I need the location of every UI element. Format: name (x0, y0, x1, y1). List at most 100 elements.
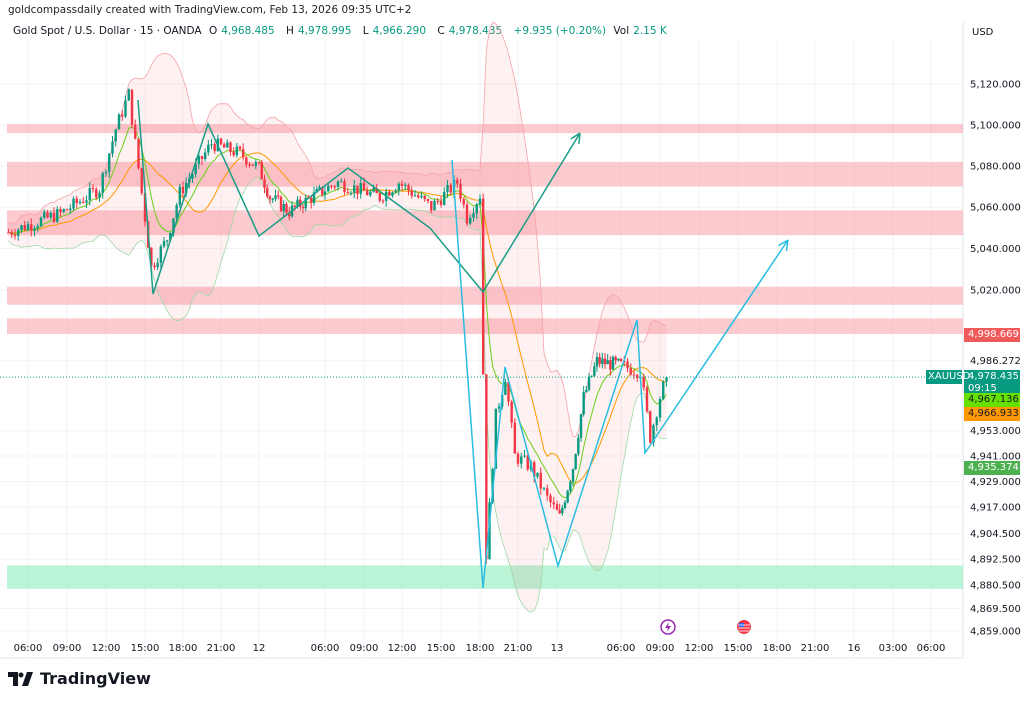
candle-body (82, 201, 85, 203)
candle (465, 201, 469, 226)
candle-body (282, 204, 285, 212)
candle-body (523, 455, 526, 457)
time-tick-label: 09:00 (646, 643, 675, 654)
candle (636, 373, 639, 382)
time-tick-label: 13 (551, 643, 564, 654)
symbol-tag: XAUUSD (926, 370, 971, 385)
candle (59, 206, 62, 217)
candle (124, 95, 127, 118)
us-flag-icon[interactable] (737, 620, 751, 634)
candle (33, 225, 36, 237)
candle (353, 179, 356, 199)
candle (101, 171, 104, 199)
candle (130, 89, 134, 129)
moving-average-orange-line (8, 152, 667, 484)
candle-body (36, 226, 39, 229)
candle-body (665, 377, 668, 382)
volume-label: Vol (613, 25, 630, 37)
time-tick-label: 06:00 (14, 643, 43, 654)
candle-body (413, 195, 417, 197)
candle (56, 206, 59, 224)
candle-body (561, 507, 564, 514)
candle (601, 352, 604, 369)
candle (649, 410, 652, 444)
candle (134, 119, 137, 140)
candle (241, 143, 245, 161)
candle-body (590, 375, 593, 377)
candle (542, 486, 546, 491)
candle-body (617, 358, 620, 361)
candle (327, 182, 330, 192)
candle-body (397, 183, 401, 191)
candle-body (235, 146, 239, 156)
candle (39, 216, 43, 228)
candle-body (330, 185, 333, 187)
candle (481, 193, 485, 375)
candle-body (365, 190, 369, 196)
candle (30, 218, 33, 237)
candle (520, 452, 523, 469)
candle-body (546, 488, 549, 496)
candle (36, 223, 39, 232)
candle (312, 186, 316, 206)
price-tick-label: 4,953.000 (970, 426, 1021, 437)
candle-body (472, 213, 475, 218)
candle (478, 194, 482, 209)
currency-label[interactable]: USD (972, 27, 994, 38)
time-tick-label: 21:00 (801, 643, 830, 654)
red-zone (7, 318, 963, 335)
low-label: L (362, 25, 369, 37)
candle (165, 239, 169, 247)
candle-body (210, 144, 213, 146)
candle-body (310, 197, 313, 203)
candle-body (172, 218, 175, 233)
candle-body (10, 232, 13, 235)
candle-body (323, 191, 327, 195)
candle-body (111, 141, 114, 154)
time-tick-label: 06:00 (917, 643, 946, 654)
candle-body (91, 188, 95, 190)
candle (579, 413, 583, 442)
candle (404, 182, 407, 191)
candle-body (658, 399, 662, 418)
candle (162, 236, 166, 249)
symbol-title[interactable]: Gold Spot / U.S. Dollar · 15 · OANDA (13, 25, 202, 37)
candle (330, 184, 333, 190)
candle-body (497, 406, 501, 409)
candle-body (456, 179, 459, 184)
candle (449, 183, 452, 195)
candle-body (587, 376, 591, 390)
candle-body (533, 462, 536, 477)
candle-body (478, 198, 482, 205)
candle (213, 141, 216, 154)
candle (88, 182, 91, 206)
candle (159, 244, 163, 269)
candle (593, 362, 596, 378)
candle-body (127, 89, 130, 101)
time-tick-label: 15:00 (724, 643, 753, 654)
time-tick-label: 03:00 (879, 643, 908, 654)
candle (598, 352, 601, 368)
candle-body (400, 183, 404, 186)
candle-body (140, 168, 143, 193)
candle-body (226, 142, 229, 148)
price-tick-label: 4,929.000 (970, 477, 1021, 488)
candle-body (513, 422, 517, 454)
price-tick-label: 4,880.500 (970, 580, 1021, 591)
candle-body (156, 262, 159, 268)
candle-body (420, 195, 423, 198)
candle-body (417, 195, 420, 198)
candle-body (130, 89, 134, 125)
candle (595, 352, 599, 372)
price-tick-label: 5,020.000 (970, 286, 1021, 297)
candle-body (52, 212, 56, 222)
candle-body (426, 198, 430, 202)
candle-body (655, 417, 658, 426)
chart-credit: goldcompassdaily created with TradingVie… (8, 4, 412, 16)
candle (516, 451, 520, 467)
time-tick-label: 18:00 (169, 643, 198, 654)
candle (203, 148, 207, 162)
candle-body (257, 162, 261, 164)
lightning-icon[interactable] (660, 619, 676, 635)
